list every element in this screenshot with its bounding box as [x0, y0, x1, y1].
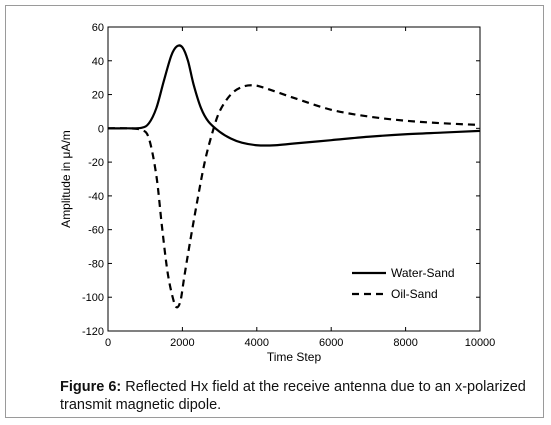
legend-label: Water-Sand: [391, 266, 455, 280]
caption-label: Figure 6:: [60, 379, 122, 395]
x-tick-label: 4000: [245, 337, 269, 349]
y-tick-label: 20: [92, 90, 104, 102]
legend-label: Oil-Sand: [391, 287, 438, 301]
y-tick-label: -40: [88, 191, 104, 203]
series-line-oil-sand: [107, 84, 481, 309]
y-axis-label: Amplitude in μA/m: [59, 130, 73, 228]
figure-frame: [5, 5, 544, 418]
x-tick-label: 2000: [170, 337, 194, 349]
series-layer: [107, 44, 481, 309]
y-tick-label: -100: [82, 292, 104, 304]
y-tick-label: -20: [88, 157, 104, 169]
plot-area-box: [107, 26, 481, 332]
y-tick-label: 60: [92, 22, 104, 34]
x-tick-label: 8000: [393, 337, 417, 349]
y-tick-label: 0: [98, 123, 104, 135]
x-tick-label: 6000: [319, 337, 343, 349]
caption-text: Reflected Hx field at the receive antenn…: [60, 379, 526, 413]
y-tick-label: -80: [88, 258, 104, 270]
x-axis-label: Time Step: [267, 350, 322, 364]
x-tick-label: 10000: [465, 337, 496, 349]
legend: Water-Sand Oil-Sand: [352, 266, 455, 301]
x-tick-label: 0: [105, 337, 111, 349]
y-tick-label: 40: [92, 56, 104, 68]
y-tick-label: -120: [82, 326, 104, 338]
axes: 0 2000 4000 6000 8000 10000 60 40 20 0 -20 -40 -60 -8…: [82, 22, 495, 349]
figure-caption: Figure 6: Reflected Hx field at the rece…: [60, 378, 530, 414]
y-tick-label: -60: [88, 225, 104, 237]
series-line-water-sand: [107, 44, 481, 147]
